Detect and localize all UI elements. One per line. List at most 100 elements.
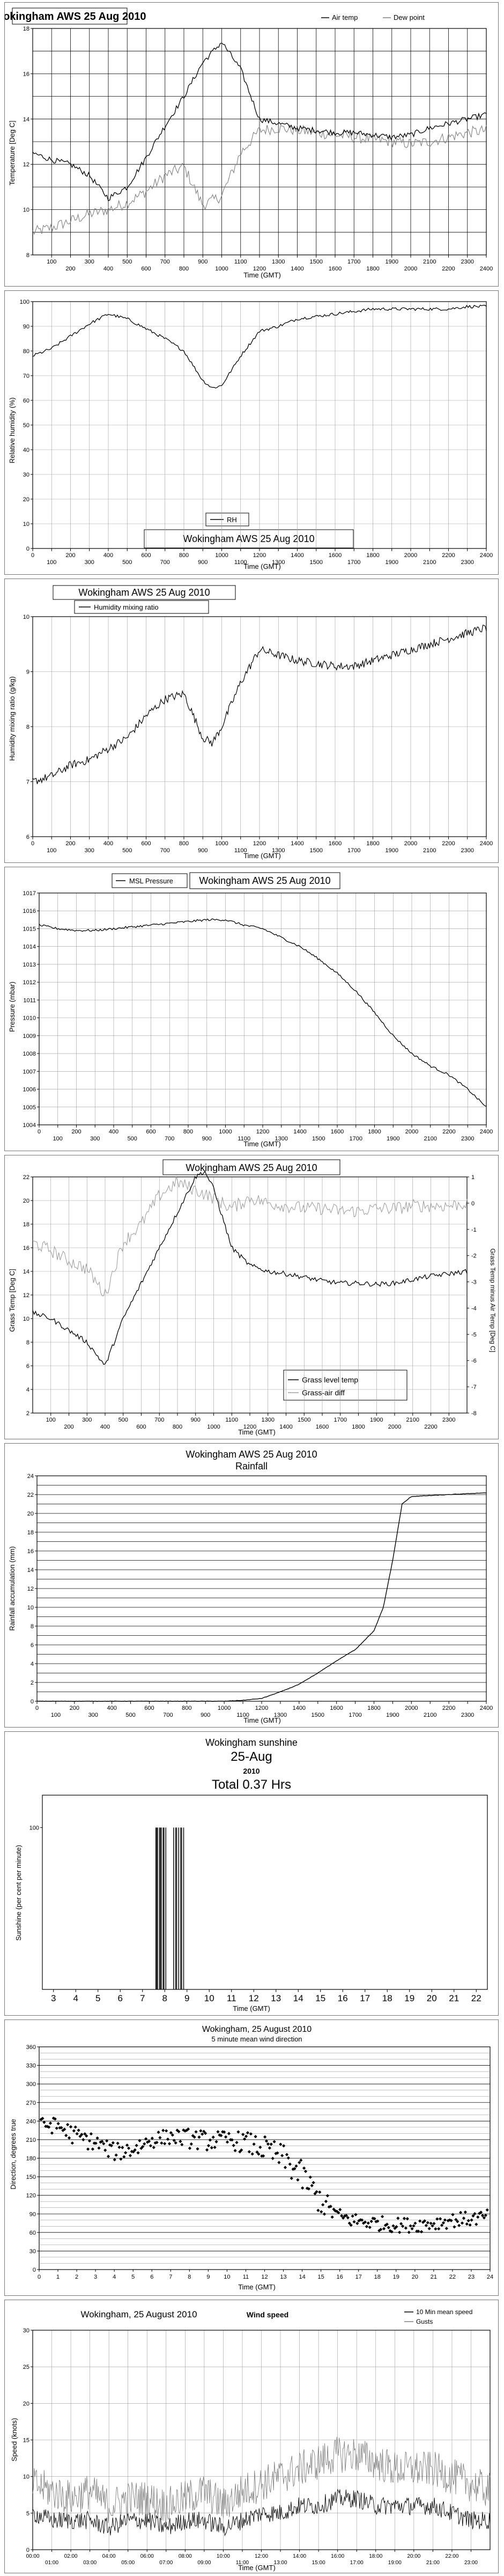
direction-point <box>141 2145 145 2148</box>
x-tick-label: 22 <box>471 1993 481 2003</box>
x-tick-label: 1400 <box>279 1424 292 1430</box>
direction-point <box>122 2155 126 2158</box>
direction-point <box>114 2153 118 2157</box>
x-tick-label: 3 <box>94 2274 97 2280</box>
x-tick-label: 2200 <box>442 552 455 559</box>
direction-point <box>424 2223 428 2227</box>
direction-point <box>410 2227 414 2230</box>
chart-title-box <box>12 8 128 25</box>
x-tick-label: 700 <box>160 559 170 566</box>
x-tick-label: 06:00 <box>140 2553 154 2559</box>
y-tick-label: 360 <box>26 2044 36 2051</box>
x-tick-label: 700 <box>165 1136 174 1142</box>
x-tick-label: 600 <box>141 552 151 559</box>
x-axis-label: Time (GMT) <box>238 2564 276 2572</box>
x-tick-label: 900 <box>198 259 207 265</box>
x-tick-label: 1900 <box>387 1136 399 1142</box>
direction-point <box>302 2166 306 2170</box>
direction-point <box>398 2230 402 2234</box>
x-tick-label: 600 <box>144 1705 154 1711</box>
x-tick-label: 1100 <box>234 559 247 566</box>
x-tick-label: 800 <box>183 1129 193 1135</box>
y-tick-label: 300 <box>26 2081 36 2088</box>
x-tick-label: 20:00 <box>407 2553 420 2559</box>
x-tick-label: 0 <box>31 552 34 559</box>
x-tick-label: 1200 <box>256 1129 269 1135</box>
direction-point <box>485 2208 489 2212</box>
x-tick-label: 500 <box>125 1712 135 1718</box>
direction-point <box>211 2135 215 2139</box>
x-tick-label: 2400 <box>480 552 493 559</box>
x-tick-label: 21 <box>449 1993 459 2003</box>
direction-point <box>95 2136 99 2140</box>
x-tick-label: 1200 <box>255 1705 268 1711</box>
direction-point <box>460 2221 464 2225</box>
y-tick-label: 20 <box>27 1511 34 1517</box>
y-tick-label: 1014 <box>23 944 36 950</box>
x-tick-label: 08:00 <box>179 2553 192 2559</box>
x-tick-label: 1400 <box>293 1129 306 1135</box>
direction-point <box>77 2128 80 2132</box>
direction-point <box>338 2208 342 2212</box>
direction-point <box>73 2125 77 2129</box>
direction-point <box>271 2156 275 2160</box>
dew-point-line <box>32 125 487 235</box>
x-tick-label: 1000 <box>207 1424 220 1430</box>
x-tick-label: 200 <box>64 1424 73 1430</box>
y2-tick-label: -8 <box>471 1410 477 1417</box>
x-tick-label: 21:00 <box>426 2560 440 2566</box>
x-tick-label: 1300 <box>274 1712 287 1718</box>
y-tick-label: 18 <box>23 1221 29 1228</box>
x-tick-label: 16 <box>338 1993 348 2003</box>
x-tick-label: 2000 <box>405 1129 418 1135</box>
x-tick-label: 1100 <box>234 847 247 854</box>
y-tick-label: 8 <box>31 1623 34 1630</box>
direction-point <box>116 2141 120 2145</box>
y-tick-label: 8 <box>26 252 29 259</box>
x-tick-label: 500 <box>122 559 132 566</box>
direction-point <box>91 2147 94 2151</box>
direction-point <box>161 2128 165 2132</box>
direction-point <box>50 2131 54 2135</box>
y-tick-label: 0 <box>33 2267 36 2273</box>
x-tick-label: 2300 <box>442 1417 455 1423</box>
chart-title: Wokingham sunshine <box>205 1737 298 1748</box>
direction-point <box>165 2129 168 2133</box>
direction-point <box>268 2146 271 2150</box>
x-tick-label: 1000 <box>215 266 228 272</box>
x-tick-label: 2300 <box>461 847 474 854</box>
x-tick-label: 1500 <box>298 1417 310 1423</box>
y-tick-label: 40 <box>23 447 29 453</box>
direction-point <box>366 2221 370 2225</box>
x-tick-label: 2300 <box>461 259 474 265</box>
x-tick-label: 300 <box>90 1136 100 1142</box>
x-tick-label: 2000 <box>404 266 417 272</box>
legend-label: RH <box>227 516 237 524</box>
x-tick-label: 1000 <box>218 1705 231 1711</box>
direction-point <box>75 2132 79 2136</box>
x-tick-label: 10 <box>204 1993 214 2003</box>
y-axis-label: Temperature [Deg C] <box>8 121 16 186</box>
y-tick-label: 12 <box>23 162 29 168</box>
x-tick-label: 2000 <box>388 1424 401 1430</box>
y2-tick-label: -4 <box>471 1305 477 1312</box>
direction-point <box>208 2138 212 2142</box>
x-tick-label: 23:00 <box>464 2560 478 2566</box>
direction-point <box>48 2121 53 2125</box>
pressure-line <box>39 918 487 1107</box>
x-tick-label: 300 <box>85 847 94 854</box>
direction-point <box>322 2212 327 2216</box>
x-tick-label: 1400 <box>291 840 303 847</box>
y-tick-label: 10 <box>23 521 29 528</box>
x-tick-label: 19:00 <box>388 2560 402 2566</box>
x-tick-label: 600 <box>141 266 151 272</box>
x-tick-label: 400 <box>103 840 113 847</box>
direction-point <box>294 2164 298 2168</box>
x-tick-label: 300 <box>85 259 94 265</box>
y2-tick-label: 1 <box>471 1174 475 1181</box>
legend-box <box>74 600 209 614</box>
y-tick-label: 20 <box>23 1198 29 1204</box>
x-tick-label: 1000 <box>215 840 228 847</box>
y-tick-label: 1015 <box>23 926 36 932</box>
direction-point <box>286 2156 290 2160</box>
